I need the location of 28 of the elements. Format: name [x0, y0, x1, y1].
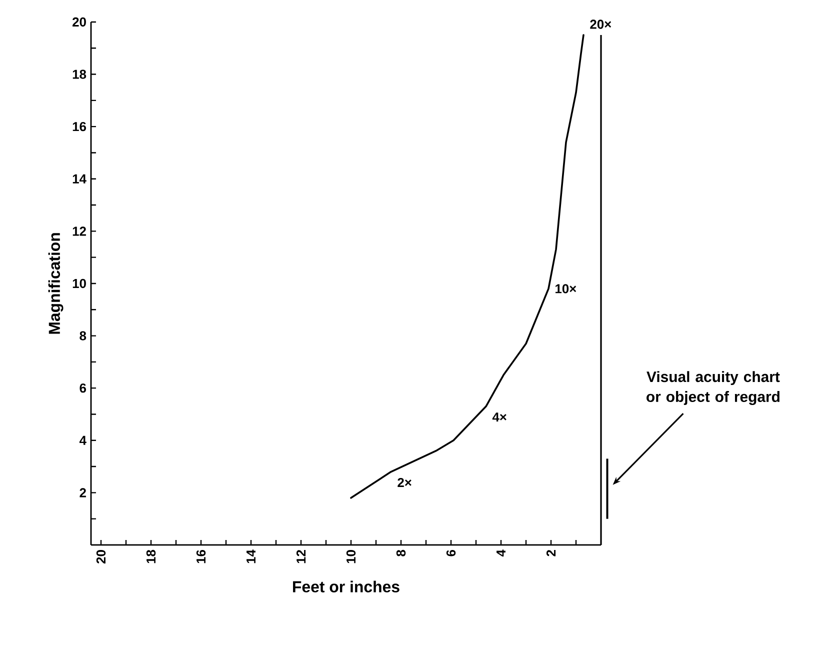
y-tick-label: 20	[72, 17, 86, 27]
x-tick-label: 14	[246, 550, 256, 564]
y-tick-label: 12	[72, 226, 86, 236]
line-series	[350, 34, 584, 499]
y-tick-label: 4	[79, 436, 86, 445]
y-axis-title: Magnification	[48, 233, 64, 334]
y-tick-label: 2	[80, 488, 86, 498]
y-tick-label: 6	[80, 383, 86, 393]
y-tick-label: 8	[80, 331, 86, 340]
x-tick-label: 8	[396, 550, 406, 556]
y-tick-label: 16	[72, 122, 86, 132]
x-axis-title: Feet or inches	[293, 580, 400, 592]
text: Visual acuity chart or object of regard	[646, 371, 780, 406]
annotation: 10×	[556, 284, 576, 294]
x-tick-label: 4	[496, 550, 506, 556]
x-tick-label: 12	[296, 550, 306, 564]
x-tick-label: 18	[146, 550, 156, 564]
y-tick-label: 14	[72, 174, 86, 184]
annotation: 4×	[492, 412, 506, 422]
x-tick-label: 6	[446, 550, 456, 556]
y-tick-label: 18	[72, 70, 86, 79]
x-tick-label: 20	[96, 550, 106, 564]
annotation: 20×	[590, 20, 612, 29]
y-tick-label: 10	[72, 278, 86, 288]
annotation: 2×	[398, 478, 412, 488]
x-tick-label: 2	[546, 550, 556, 556]
x-tick-label: 16	[196, 550, 206, 564]
x-tick-label: 10	[346, 550, 356, 564]
